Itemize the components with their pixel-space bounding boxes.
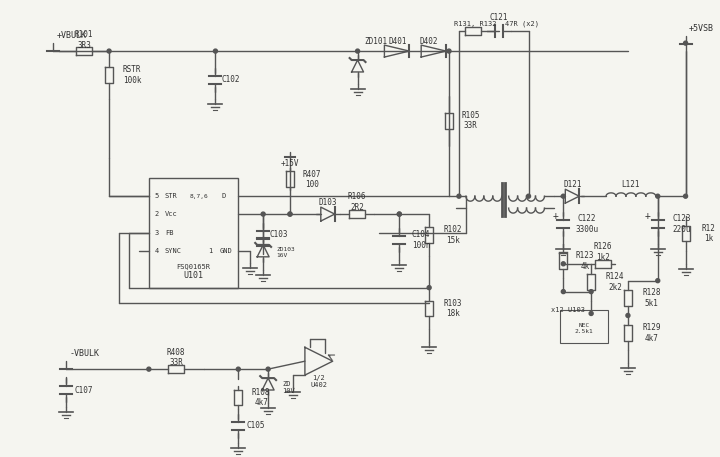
- Text: U101: U101: [184, 271, 204, 280]
- Circle shape: [457, 194, 461, 198]
- Text: D121: D121: [563, 180, 582, 189]
- Circle shape: [683, 194, 688, 198]
- Text: D401: D401: [388, 37, 407, 46]
- Circle shape: [447, 49, 451, 53]
- Circle shape: [107, 49, 111, 53]
- Text: Vcc: Vcc: [165, 211, 178, 217]
- Circle shape: [589, 290, 593, 293]
- Text: C121: C121: [490, 13, 508, 22]
- Text: D: D: [221, 193, 225, 199]
- Text: -VBULK: -VBULK: [69, 349, 99, 358]
- Text: ZD103
16V: ZD103 16V: [276, 247, 294, 258]
- Text: R108
4k7: R108 4k7: [252, 388, 271, 407]
- Text: C123
220u: C123 220u: [672, 214, 691, 234]
- Circle shape: [261, 212, 265, 216]
- Circle shape: [288, 212, 292, 216]
- Text: +15V: +15V: [281, 159, 300, 168]
- Circle shape: [656, 279, 660, 283]
- Text: R407
100: R407 100: [302, 170, 321, 189]
- Text: +5VSB: +5VSB: [688, 24, 714, 33]
- Circle shape: [589, 312, 593, 315]
- Text: L121: L121: [621, 180, 640, 189]
- Circle shape: [356, 49, 359, 53]
- Text: STR: STR: [165, 193, 178, 199]
- Circle shape: [427, 286, 431, 290]
- Text: 1: 1: [208, 248, 212, 254]
- Text: R103
18k: R103 18k: [444, 299, 462, 318]
- Text: R128
5k1: R128 5k1: [642, 288, 661, 308]
- Circle shape: [626, 314, 630, 318]
- Text: SYNC: SYNC: [165, 248, 181, 254]
- Text: FB: FB: [165, 230, 174, 236]
- Text: 5: 5: [155, 193, 159, 199]
- Text: R101
3R3: R101 3R3: [75, 31, 94, 50]
- Text: R102
15k: R102 15k: [444, 225, 462, 244]
- Text: 4: 4: [155, 248, 159, 254]
- Bar: [560, 310, 608, 343]
- Circle shape: [213, 49, 217, 53]
- Bar: [149, 178, 238, 287]
- Text: 2: 2: [155, 211, 159, 217]
- Text: C104
100n: C104 100n: [412, 230, 431, 250]
- Circle shape: [236, 367, 240, 371]
- Text: +: +: [552, 211, 558, 221]
- Circle shape: [288, 212, 292, 216]
- Text: R131, R132  47R (x2): R131, R132 47R (x2): [454, 20, 539, 27]
- Circle shape: [397, 212, 401, 216]
- Text: C105: C105: [247, 421, 266, 430]
- Text: ZD101: ZD101: [364, 37, 387, 46]
- Text: NEC
2.5k1: NEC 2.5k1: [575, 323, 593, 334]
- Circle shape: [147, 367, 151, 371]
- Circle shape: [656, 194, 660, 198]
- Circle shape: [562, 262, 565, 266]
- Text: +VBULK: +VBULK: [56, 31, 86, 40]
- Text: R106
2R2: R106 2R2: [348, 192, 366, 212]
- Text: 8,7,6: 8,7,6: [189, 194, 208, 199]
- Text: C107: C107: [75, 386, 94, 394]
- Text: C102: C102: [221, 75, 240, 85]
- Text: D103: D103: [318, 198, 337, 207]
- Text: FSQ0165R: FSQ0165R: [176, 263, 210, 269]
- Circle shape: [526, 194, 531, 198]
- Text: R123
4k: R123 4k: [576, 251, 595, 271]
- Text: R124
2k2: R124 2k2: [606, 272, 624, 292]
- Text: R129
4k7: R129 4k7: [642, 323, 661, 343]
- Text: C103: C103: [270, 230, 288, 239]
- Text: x12 U103: x12 U103: [552, 308, 585, 314]
- Text: R105
33R: R105 33R: [462, 111, 480, 130]
- Text: C122
3300u: C122 3300u: [575, 214, 599, 234]
- Text: 1/2
U402: 1/2 U402: [310, 375, 328, 388]
- Text: RSTR
100k: RSTR 100k: [122, 65, 141, 85]
- Text: D402: D402: [420, 37, 438, 46]
- Circle shape: [562, 290, 565, 293]
- Circle shape: [266, 367, 270, 371]
- Text: ZD
10V: ZD 10V: [282, 381, 294, 393]
- Text: R12
1k: R12 1k: [701, 224, 716, 243]
- Text: +: +: [645, 211, 651, 221]
- Circle shape: [397, 212, 401, 216]
- Text: R126
1k2: R126 1k2: [594, 242, 612, 261]
- Text: GND: GND: [220, 248, 233, 254]
- Circle shape: [562, 194, 565, 198]
- Text: R408
33R: R408 33R: [167, 347, 186, 367]
- Text: 3: 3: [155, 230, 159, 236]
- Circle shape: [683, 41, 688, 45]
